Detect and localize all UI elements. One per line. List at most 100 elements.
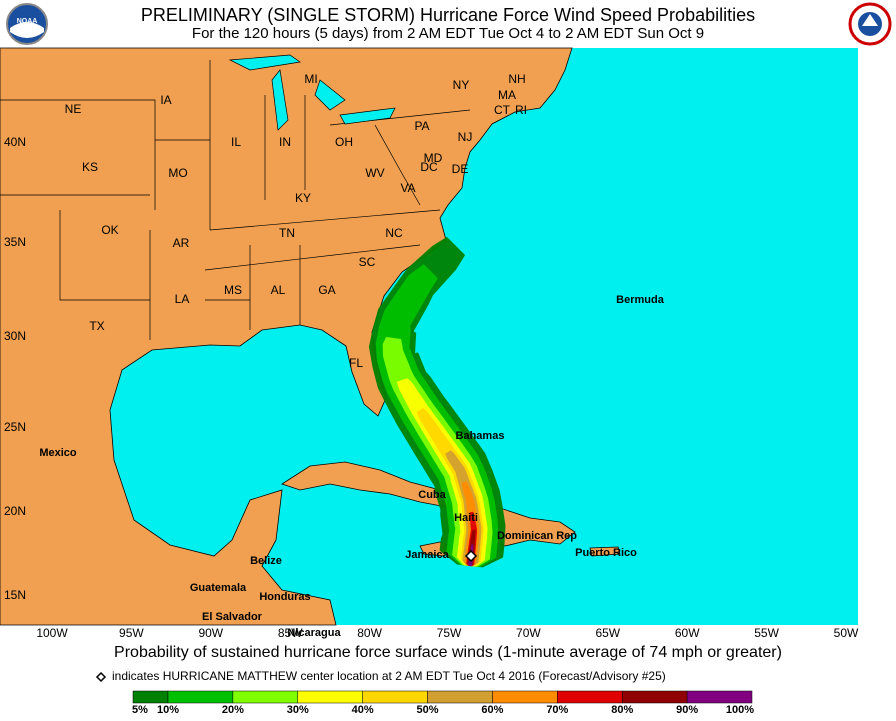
place-label: NJ xyxy=(458,130,473,144)
longitude-label: 85W xyxy=(278,626,303,640)
probability-swath xyxy=(368,236,506,568)
latitude-label: 15N xyxy=(4,588,26,602)
longitude-label: 75W xyxy=(437,626,462,640)
place-label: MD xyxy=(424,151,443,165)
legend-label: 5% xyxy=(132,704,148,716)
legend-label: 40% xyxy=(352,704,374,716)
storm-center-marker xyxy=(464,549,478,563)
place-label: FL xyxy=(349,356,363,370)
puerto-rico xyxy=(589,546,621,557)
place-label: KY xyxy=(295,191,311,205)
latitude-label: 35N xyxy=(4,235,26,249)
place-label: Guatemala xyxy=(190,582,247,594)
longitude-label: 65W xyxy=(595,626,620,640)
grid-labels: 40N 35N 30N 25N 20N 15N 100W 95W 90W 85W 80W 75W 70W… xyxy=(4,135,859,640)
place-label: MI xyxy=(304,72,317,86)
legend-label: 20% xyxy=(222,704,244,716)
title: PRELIMINARY (SINGLE STORM) Hurricane For… xyxy=(141,5,755,25)
place-label: IL xyxy=(231,135,241,149)
longitude-label: 50W xyxy=(834,626,859,640)
place-label: TX xyxy=(89,319,104,333)
legend-swatch xyxy=(362,690,428,704)
legend-swatch xyxy=(427,690,493,704)
longitude-label: 70W xyxy=(516,626,541,640)
place-label: LA xyxy=(175,292,190,306)
legend-swatch xyxy=(297,690,363,704)
legend-label: 80% xyxy=(611,704,633,716)
place-label: Belize xyxy=(250,555,282,567)
legend-label: 30% xyxy=(287,704,309,716)
legend-label: 50% xyxy=(417,704,439,716)
place-label: RI xyxy=(515,103,527,117)
place-label: Dominican Rep xyxy=(497,530,577,542)
legend-label: 70% xyxy=(546,704,568,716)
legend-label: 100% xyxy=(726,704,754,716)
place-label: Honduras xyxy=(259,591,310,603)
longitude-label: 100W xyxy=(36,626,68,640)
place-label: El Salvador xyxy=(202,611,263,623)
place-label: IA xyxy=(160,93,171,107)
legend-swatch xyxy=(132,690,169,704)
great-lakes xyxy=(228,54,396,131)
nws-logo xyxy=(848,2,892,46)
state-borders xyxy=(0,60,471,340)
place-label: Mexico xyxy=(39,447,77,459)
legend-label: 60% xyxy=(481,704,503,716)
place-label: CT xyxy=(494,103,511,117)
place-label: NE xyxy=(65,102,82,116)
place-label: MA xyxy=(498,88,516,102)
legend-swatch xyxy=(232,690,299,704)
place-label: SC xyxy=(359,255,376,269)
legend-swatch xyxy=(557,690,623,704)
legend-swatch xyxy=(167,690,234,704)
north-america xyxy=(0,47,573,626)
place-label: GA xyxy=(318,283,335,297)
place-label: Haiti xyxy=(454,512,478,524)
place-label: AL xyxy=(271,283,286,297)
subtitle: For the 120 hours (5 days) from 2 AM EDT… xyxy=(192,25,704,42)
place-label: NH xyxy=(508,72,525,86)
place-label: KS xyxy=(82,160,98,174)
place-label: DC xyxy=(420,160,438,174)
place-label: Puerto Rico xyxy=(575,547,637,559)
longitude-label: 95W xyxy=(119,626,144,640)
place-label: OH xyxy=(335,135,353,149)
logo-text: NOAA xyxy=(17,18,38,25)
legend-swatch xyxy=(492,690,558,704)
longitude-label: 60W xyxy=(675,626,700,640)
place-label: MS xyxy=(224,283,242,297)
legend-swatch xyxy=(686,690,753,704)
place-label: NY xyxy=(453,78,470,92)
place-label: VA xyxy=(400,181,415,195)
place-label: MO xyxy=(168,166,187,180)
latitude-label: 20N xyxy=(4,504,26,518)
place-label: Jamaica xyxy=(405,549,449,561)
note-marker xyxy=(95,671,107,683)
noaa-logo: NOAA xyxy=(6,3,48,45)
legend-label: 10% xyxy=(157,704,179,716)
caption: Probability of sustained hurricane force… xyxy=(114,644,782,661)
longitude-label: 80W xyxy=(357,626,382,640)
legend: 5% 10% 20% 30% 40% 50% 60% 70% 80% 90% 100% xyxy=(132,690,754,716)
place-label: Cuba xyxy=(418,489,446,501)
latitude-label: 40N xyxy=(4,135,26,149)
place-label: Nicaragua xyxy=(287,627,341,639)
place-label: Bermuda xyxy=(616,294,665,306)
place-label: AR xyxy=(173,236,190,250)
place-label: Bahamas xyxy=(456,430,505,442)
latitude-label: 25N xyxy=(4,420,26,434)
legend-label: 90% xyxy=(676,704,698,716)
latitude-label: 30N xyxy=(4,329,26,343)
place-label: NC xyxy=(385,226,403,240)
place-label: OK xyxy=(101,223,118,237)
note: indicates HURRICANE MATTHEW center locat… xyxy=(112,669,666,683)
place-label: PA xyxy=(414,119,429,133)
longitude-label: 90W xyxy=(198,626,223,640)
place-label: DE xyxy=(452,162,469,176)
place-label: WV xyxy=(365,166,384,180)
legend-swatch xyxy=(621,690,688,704)
longitude-label: 55W xyxy=(754,626,779,640)
place-label: TN xyxy=(279,226,295,240)
